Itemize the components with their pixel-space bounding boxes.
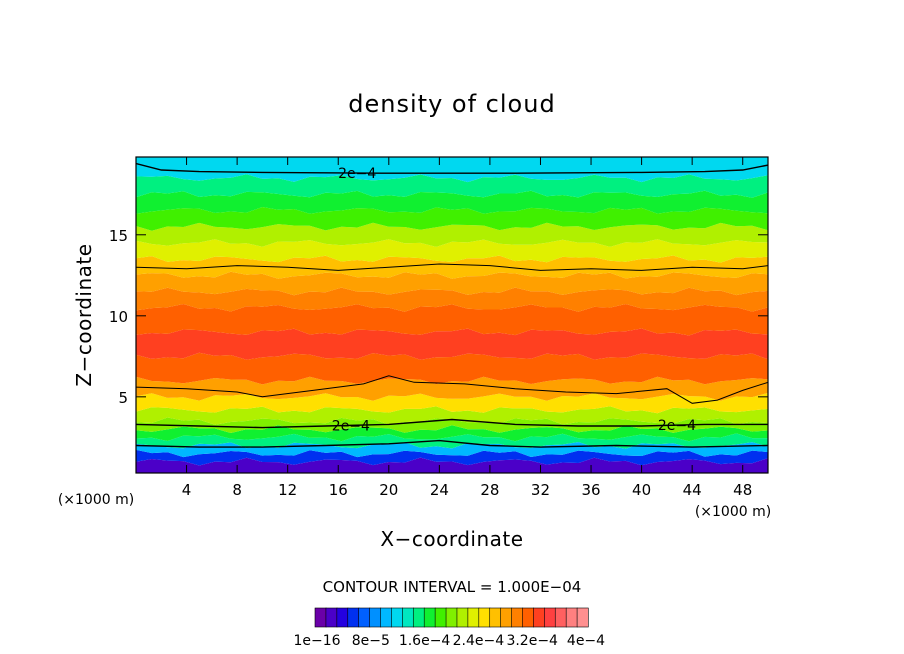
fill-band	[136, 287, 768, 312]
y-tick-label: 5	[118, 389, 128, 407]
fill-band	[136, 449, 768, 466]
colorbar-swatch	[423, 607, 436, 628]
x-tick-label: 24	[430, 481, 449, 499]
contour-line	[136, 263, 768, 271]
x-tick-label: 44	[683, 481, 702, 499]
colorbar-swatch	[565, 607, 578, 628]
colorbar-swatch	[336, 607, 349, 628]
colorbar-swatch	[554, 607, 567, 628]
colorbar-swatch	[544, 607, 556, 628]
fill-band	[136, 406, 768, 425]
colorbar-label: 4e−4	[567, 633, 605, 649]
x-tick-label: 4	[182, 481, 192, 499]
fill-band	[136, 457, 768, 473]
contour-label: 2e−4	[338, 166, 376, 182]
colorbar-labels: 1e−16 8e−5 1.6e−4 2.4e−4 3.2e−4 4e−4	[293, 633, 605, 649]
colorbar-swatch	[402, 607, 414, 628]
contour-interval: CONTOUR INTERVAL = 1.000E−04	[323, 578, 582, 596]
x-tick-label: 32	[531, 481, 550, 499]
chart-title: density of cloud	[348, 90, 555, 118]
x-tick-label: 20	[379, 481, 398, 499]
fill-band	[136, 190, 768, 214]
contour-label: 2e−4	[658, 418, 696, 434]
fill-band	[136, 392, 768, 414]
colorbar-label: 8e−5	[352, 633, 390, 649]
x-tick-label: 36	[581, 481, 600, 499]
contour-line	[136, 439, 768, 448]
colorbar-swatch	[489, 607, 502, 628]
fill-band	[136, 425, 768, 442]
colorbar-swatch	[576, 607, 589, 628]
fill-band	[136, 376, 768, 401]
colorbar-swatch	[314, 607, 327, 628]
colorbar-swatch	[522, 607, 534, 628]
colorbar-swatch	[369, 607, 382, 628]
fill-band	[136, 271, 768, 296]
colorbar-swatch	[391, 607, 403, 628]
colorbar-swatch	[358, 607, 371, 628]
contour-lines	[136, 162, 768, 448]
colorbar-label: 3.2e−4	[506, 633, 558, 649]
colorbar-swatch	[434, 607, 447, 628]
contour-labels: 2e−4 2e−4 2e−4	[332, 166, 696, 434]
x-tick-label: 12	[278, 481, 297, 499]
fill-band	[136, 207, 768, 231]
colorbar-swatch	[500, 607, 513, 628]
plot-frame	[135, 156, 769, 474]
colorbar-swatch	[325, 607, 338, 628]
fill-band	[136, 174, 768, 198]
x-tick-label: 40	[632, 481, 651, 499]
colorbar-label: 2.4e−4	[453, 633, 505, 649]
y-axis-label: Z−coordinate	[72, 243, 96, 386]
fill-band	[136, 352, 768, 385]
contour-line	[136, 375, 768, 404]
contour-line	[136, 162, 768, 174]
y-tick-label: 10	[109, 308, 128, 326]
colorbar-swatch	[412, 607, 425, 628]
colorbar-swatch	[478, 607, 491, 628]
fill-band	[136, 222, 768, 247]
contour-label: 2e−4	[332, 418, 370, 434]
colorbar	[314, 607, 589, 628]
colorbar-swatch	[445, 607, 458, 628]
x-tick-label: 16	[329, 481, 348, 499]
x-tick-label: 28	[480, 481, 499, 499]
x-unit-right: (×1000 m)	[695, 504, 771, 520]
x-tick-label: 48	[733, 481, 752, 499]
colorbar-label: 1e−16	[293, 633, 340, 649]
fill-band	[136, 304, 768, 336]
colorbar-label: 1.6e−4	[399, 633, 451, 649]
fill-band	[136, 417, 768, 433]
colorbar-swatch	[380, 607, 393, 628]
filled-contours	[136, 157, 768, 473]
contour-line	[136, 418, 768, 429]
x-unit-left: (×1000 m)	[58, 492, 134, 508]
colorbar-swatch	[456, 607, 469, 628]
plot-area	[136, 157, 768, 473]
x-axis: 4 8 12 16 20 24 28 32 36 40 44 48	[182, 157, 752, 499]
y-axis: 5 10 15	[109, 227, 768, 407]
x-tick-label: 8	[232, 481, 242, 499]
y-tick-label: 15	[109, 227, 128, 245]
fill-band	[136, 239, 768, 263]
fill-band	[136, 157, 768, 183]
colorbar-swatch	[511, 607, 524, 628]
fill-band	[136, 328, 768, 360]
fill-band	[136, 255, 768, 279]
colorbar-swatch	[533, 607, 545, 628]
x-axis-label: X−coordinate	[380, 527, 523, 551]
colorbar-swatch	[347, 607, 360, 628]
colorbar-swatch	[467, 607, 480, 628]
